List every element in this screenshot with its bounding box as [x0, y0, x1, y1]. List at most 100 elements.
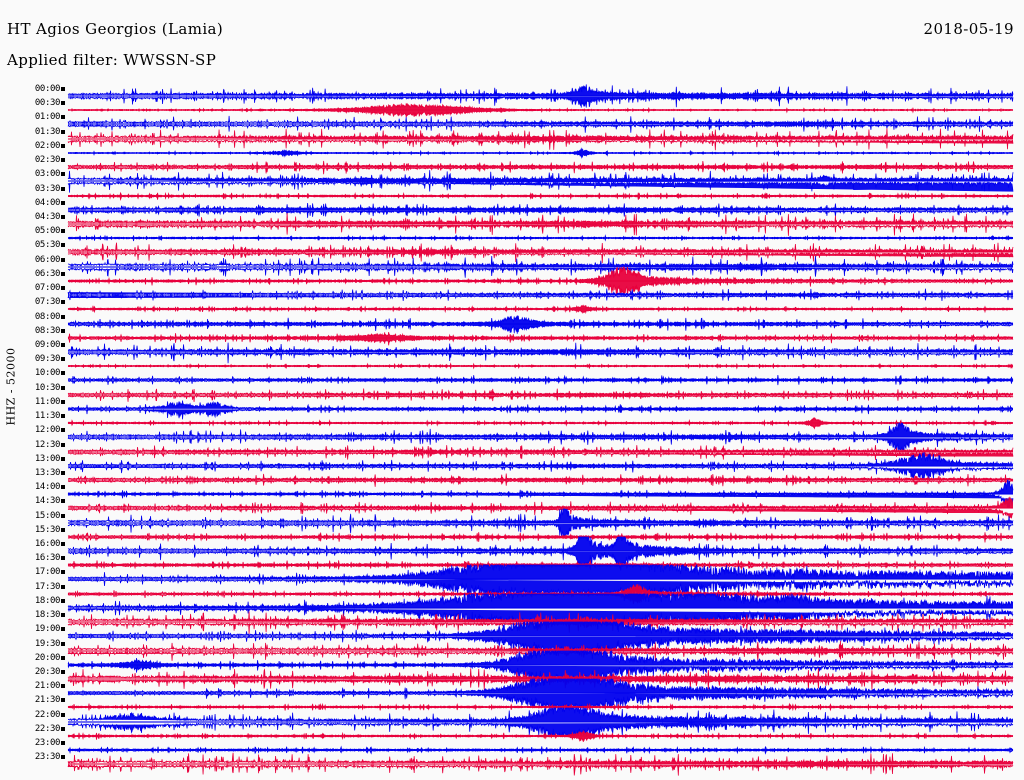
- axis-tick-mark: [61, 428, 65, 433]
- time-tick-label: 07:30: [34, 297, 60, 308]
- seismic-trace: [67, 736, 1014, 764]
- seismic-trace: [67, 722, 1014, 750]
- time-tick-label: 06:00: [34, 254, 60, 265]
- axis-tick-mark: [61, 200, 65, 205]
- seismic-trace: [67, 508, 1014, 537]
- axis-tick-mark: [61, 442, 65, 447]
- axis-tick-mark: [61, 399, 65, 404]
- axis-tick-mark: [61, 584, 65, 589]
- time-tick-label: 03:30: [34, 183, 60, 194]
- helicorder-row: 22:30: [0, 724, 1024, 743]
- axis-tick-mark: [61, 172, 65, 177]
- helicorder-row: 10:00: [0, 369, 1024, 387]
- seismic-trace: [67, 253, 1014, 281]
- time-tick-label: 04:30: [34, 211, 60, 222]
- axis-tick-mark: [61, 655, 65, 660]
- seismic-trace: [67, 352, 1014, 380]
- time-tick-label: 19:00: [34, 624, 60, 635]
- seismic-trace: [67, 182, 1014, 210]
- helicorder-row: 12:00: [0, 422, 1024, 452]
- axis-tick-mark: [61, 470, 65, 475]
- helicorder-row: 08:00: [0, 312, 1024, 334]
- helicorder-row: 15:30: [0, 525, 1024, 544]
- seismic-trace: [67, 82, 1014, 110]
- time-tick-label: 15:00: [34, 510, 60, 521]
- axis-tick-mark: [61, 371, 65, 376]
- axis-tick-mark: [61, 229, 65, 234]
- seismic-trace: [67, 125, 1014, 153]
- axis-tick-mark: [61, 627, 65, 632]
- seismic-trace: [67, 324, 1014, 352]
- axis-tick-mark: [61, 598, 65, 603]
- helicorder-row: 04:00: [0, 198, 1024, 218]
- helicorder-row: 12:30: [0, 440, 1024, 460]
- helicorder-row: 11:00: [0, 397, 1024, 420]
- helicorder-row: 20:30: [0, 668, 1024, 690]
- helicorder-row: 06:30: [0, 266, 1024, 296]
- helicorder-row: 20:00: [0, 649, 1024, 681]
- time-tick-label: 09:30: [34, 354, 60, 365]
- axis-tick-mark: [61, 328, 65, 333]
- helicorder-row: 06:00: [0, 255, 1024, 278]
- axis-tick-mark: [61, 357, 65, 362]
- helicorder-row: 07:00: [0, 284, 1024, 302]
- helicorder-row: 11:30: [0, 412, 1024, 430]
- time-tick-label: 14:30: [34, 496, 60, 507]
- axis-tick-mark: [61, 286, 65, 291]
- applied-filter-label: Applied filter: WWSSN-SP: [7, 51, 217, 69]
- helicorder-row: 07:30: [0, 298, 1024, 316]
- helicorder-row: 05:30: [0, 241, 1024, 264]
- seismic-trace: [67, 693, 1014, 721]
- seismic-trace: [67, 706, 1014, 737]
- axis-tick-mark: [61, 556, 65, 561]
- helicorder-row: 04:30: [0, 212, 1024, 236]
- helicorder-row: 19:30: [0, 639, 1024, 661]
- time-tick-label: 06:30: [34, 268, 60, 279]
- axis-tick-mark: [61, 641, 65, 646]
- time-tick-label: 10:30: [34, 382, 60, 393]
- seismic-trace: [67, 637, 1014, 665]
- seismic-trace: [67, 422, 1014, 452]
- time-tick-label: 02:00: [34, 140, 60, 151]
- helicorder-row: 01:00: [0, 113, 1024, 134]
- time-tick-label: 14:00: [34, 482, 60, 493]
- time-tick-label: 11:30: [34, 411, 60, 422]
- axis-tick-mark: [61, 129, 65, 134]
- time-tick-label: 13:30: [34, 467, 60, 478]
- time-tick-label: 08:30: [34, 325, 60, 336]
- axis-tick-mark: [61, 300, 65, 305]
- seismic-trace: [67, 451, 1014, 481]
- seismic-trace: [67, 281, 1014, 309]
- seismic-trace: [67, 224, 1014, 252]
- time-tick-label: 04:00: [34, 197, 60, 208]
- seismic-trace: [67, 310, 1014, 338]
- helicorder-plot: 00:00 00:30 01:00 01:30 02:00 02:30 03:00 03:30…: [0, 80, 1024, 780]
- seismic-trace: [67, 649, 1014, 681]
- helicorder-row: 03:30: [0, 184, 1024, 203]
- axis-tick-mark: [61, 726, 65, 731]
- axis-tick-mark: [61, 158, 65, 163]
- seismic-trace: [67, 366, 1014, 394]
- axis-tick-mark: [61, 684, 65, 689]
- helicorder-row: 00:30: [0, 99, 1024, 118]
- time-tick-label: 19:30: [34, 638, 60, 649]
- helicorder-row: 23:30: [0, 753, 1024, 776]
- seismic-trace: [67, 438, 1014, 466]
- time-tick-label: 09:00: [34, 339, 60, 350]
- seismic-trace: [67, 110, 1014, 138]
- seismic-trace: [67, 139, 1014, 167]
- seismic-trace: [67, 196, 1014, 224]
- time-tick-label: 17:00: [34, 567, 60, 578]
- axis-tick-mark: [61, 456, 65, 461]
- time-tick-label: 07:00: [34, 283, 60, 294]
- time-tick-label: 21:30: [34, 695, 60, 706]
- axis-tick-mark: [61, 712, 65, 717]
- helicorder-row: 22:00: [0, 706, 1024, 737]
- time-tick-label: 20:00: [34, 652, 60, 663]
- seismic-trace: [67, 96, 1014, 124]
- seismic-trace: [67, 494, 1014, 522]
- axis-tick-mark: [61, 271, 65, 276]
- seismic-trace: [67, 153, 1014, 181]
- axis-tick-mark: [61, 214, 65, 219]
- seismic-trace: [67, 750, 1014, 778]
